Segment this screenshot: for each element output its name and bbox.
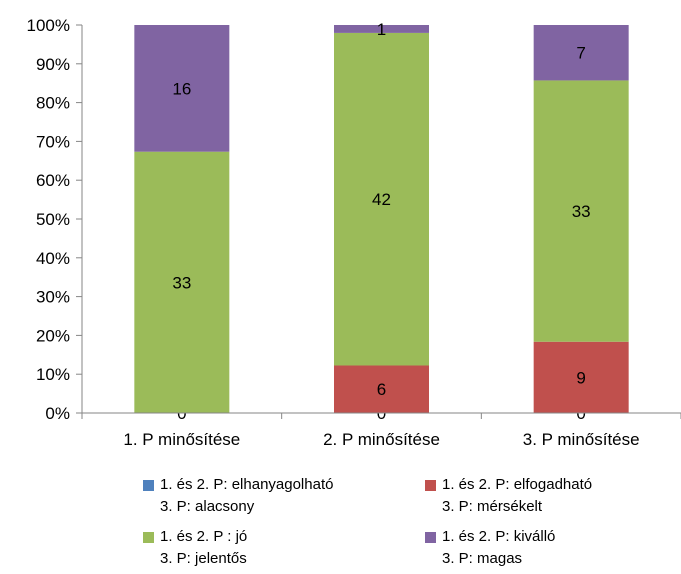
bar-segment [334,365,429,413]
x-tick-label: 2. P minősítése [323,430,440,449]
legend-swatch [143,480,154,491]
legend-label: 1. és 2. P: elfogadható 3. P: mérsékelt [442,476,593,515]
legend-label: 1. és 2. P: kiválló 3. P: magas [442,528,556,567]
data-label: 6 [377,380,386,399]
data-label: 9 [576,368,585,387]
legend-label: 1. és 2. P: elhanyagolható 3. P: alacson… [160,476,334,515]
bar-segment [533,80,629,342]
bar-segment [533,341,629,413]
y-tick-label: 60% [36,171,70,190]
data-label: 33 [172,273,191,292]
legend-swatch [425,532,436,543]
legend-swatch [425,480,436,491]
data-label: 1 [377,20,386,39]
legend-label: 1. és 2. P : jó 3. P: jelentős [160,528,248,567]
data-label: 7 [576,44,585,63]
y-tick-label: 0% [45,404,70,423]
stacked-bar-chart: 0%10%20%30%40%50%60%70%80%90%100% 033160… [27,16,681,449]
y-tick-label: 70% [36,132,70,151]
bar-segment [134,25,230,152]
y-tick-label: 90% [36,55,70,74]
y-tick-label: 10% [36,365,70,384]
legend: 1. és 2. P: elhanyagolható 3. P: alacson… [0,470,681,574]
bar-segment [334,25,429,33]
legend-item-elfogadhato: 1. és 2. P: elfogadható 3. P: mérsékelt [425,474,592,518]
x-tick-label: 3. P minősítése [523,430,640,449]
y-tick-label: 80% [36,94,70,113]
legend-item-jo: 1. és 2. P : jó 3. P: jelentős [143,526,247,570]
y-tick-label: 40% [36,249,70,268]
y-tick-label: 100% [27,16,70,35]
data-label: 33 [572,202,591,221]
x-tick-label: 1. P minősítése [123,430,240,449]
y-tick-label: 30% [36,288,70,307]
legend-swatch [143,532,154,543]
legend-item-kivallo: 1. és 2. P: kiválló 3. P: magas [425,526,555,570]
bars: 033160642109337 [134,20,629,423]
y-tick-label: 50% [36,210,70,229]
data-label: 42 [372,190,391,209]
y-axis: 0% 10% 20% 30% 40% 50% 60% 70% 80% 90% 100% [27,16,83,423]
bar-segment [134,151,230,413]
bar-segment [334,32,429,366]
y-tick-label: 20% [36,326,70,345]
data-label: 16 [172,79,191,98]
x-axis: 1. P minősítése 2. P minősítése 3. P minős… [81,412,681,449]
bar-segment [533,25,629,81]
legend-item-elhanyagolhato: 1. és 2. P: elhanyagolható 3. P: alacson… [143,474,333,518]
